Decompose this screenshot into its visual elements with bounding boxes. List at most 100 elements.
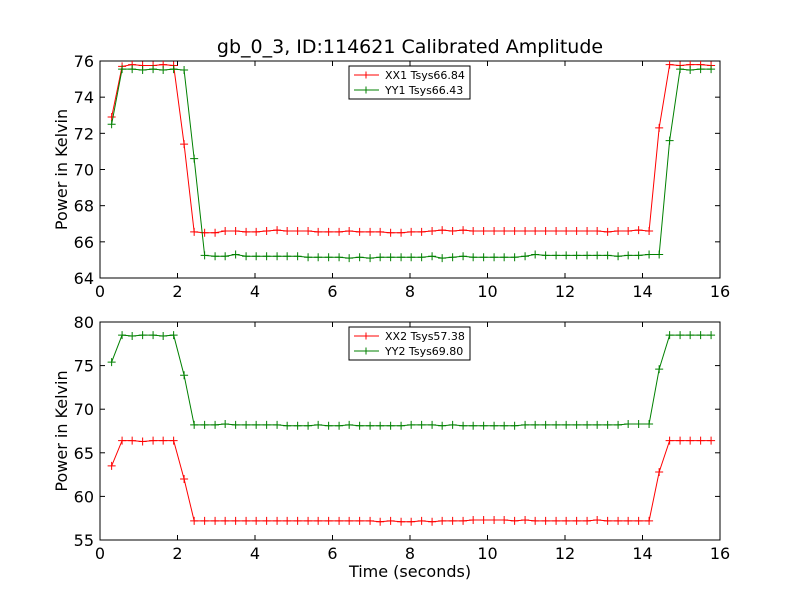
data-point-marker <box>521 226 530 235</box>
x-tick-label: 6 <box>327 544 337 563</box>
data-point-marker <box>562 251 571 260</box>
data-point-marker <box>510 253 519 262</box>
x-tick-label: 16 <box>710 282 730 301</box>
x-tick-label: 8 <box>405 544 415 563</box>
data-point-marker <box>624 251 633 260</box>
data-point-marker <box>262 420 271 429</box>
data-point-marker <box>490 253 499 262</box>
data-point-marker <box>407 227 416 236</box>
data-point-marker <box>645 516 654 525</box>
data-point-marker <box>552 516 561 525</box>
x-tick-label: 12 <box>555 282 575 301</box>
data-point-marker <box>603 420 612 429</box>
data-point-marker <box>583 251 592 260</box>
data-point-marker <box>603 227 612 236</box>
x-tick-label: 2 <box>172 544 182 563</box>
data-point-marker <box>149 331 158 340</box>
data-point-marker <box>169 331 178 340</box>
data-point-marker <box>479 253 488 262</box>
data-point-marker <box>459 516 468 525</box>
data-point-marker <box>448 253 457 262</box>
data-point-marker <box>438 226 447 235</box>
data-point-marker <box>562 226 571 235</box>
data-point-marker <box>407 517 416 526</box>
data-point-marker <box>138 437 147 446</box>
y-tick-label: 75 <box>74 357 94 376</box>
y-axis-label: Power in Kelvin <box>52 370 71 491</box>
data-point-marker <box>686 331 695 340</box>
legend-label: YY2 Tsys69.80 <box>384 345 463 358</box>
y-tick-label: 74 <box>74 88 94 107</box>
data-point-marker <box>459 226 468 235</box>
data-point-marker <box>242 227 251 236</box>
data-point-marker <box>107 120 116 129</box>
data-point-marker <box>521 252 530 261</box>
data-point-marker <box>397 228 406 237</box>
x-tick-label: 0 <box>95 544 105 563</box>
data-point-marker <box>376 227 385 236</box>
data-point-marker <box>231 250 240 259</box>
data-point-marker <box>386 516 395 525</box>
data-point-marker <box>180 371 189 380</box>
data-point-marker <box>624 516 633 525</box>
data-point-marker <box>355 421 364 430</box>
data-point-marker <box>479 226 488 235</box>
data-point-marker <box>624 226 633 235</box>
data-point-marker <box>572 226 581 235</box>
data-point-marker <box>200 420 209 429</box>
data-point-marker <box>242 516 251 525</box>
y-tick-label: 76 <box>74 52 94 71</box>
data-point-marker <box>510 516 519 525</box>
data-point-marker <box>190 420 199 429</box>
data-point-marker <box>107 358 116 367</box>
data-point-marker <box>314 420 323 429</box>
data-point-marker <box>696 331 705 340</box>
data-point-marker <box>417 516 426 525</box>
legend-marker <box>362 332 370 340</box>
data-point-marker <box>107 461 116 470</box>
data-point-marker <box>665 331 674 340</box>
data-point-marker <box>707 65 716 74</box>
data-point-marker <box>428 420 437 429</box>
data-point-marker <box>531 420 540 429</box>
data-point-marker <box>293 421 302 430</box>
legend-box <box>348 65 471 100</box>
data-point-marker <box>221 252 230 261</box>
data-point-marker <box>407 420 416 429</box>
data-point-marker <box>169 65 178 74</box>
data-point-marker <box>180 474 189 483</box>
legend-box <box>348 326 471 361</box>
data-point-marker <box>293 252 302 261</box>
data-point-marker <box>417 420 426 429</box>
data-point-marker <box>366 254 375 263</box>
data-point-marker <box>707 436 716 445</box>
x-tick-label: 0 <box>95 282 105 301</box>
data-point-marker <box>314 516 323 525</box>
data-point-marker <box>531 226 540 235</box>
data-point-marker <box>696 436 705 445</box>
data-point-marker <box>572 516 581 525</box>
data-point-marker <box>386 228 395 237</box>
data-point-marker <box>665 136 674 145</box>
data-point-marker <box>500 253 509 262</box>
data-point-marker <box>583 420 592 429</box>
y-tick-label: 72 <box>74 124 94 143</box>
data-point-marker <box>283 226 292 235</box>
data-point-marker <box>314 227 323 236</box>
data-point-marker <box>138 66 147 75</box>
data-point-marker <box>159 66 168 75</box>
data-point-marker <box>397 421 406 430</box>
data-point-marker <box>614 226 623 235</box>
data-point-marker <box>417 253 426 262</box>
data-point-marker <box>190 227 199 236</box>
data-point-marker <box>159 436 168 445</box>
data-point-marker <box>262 516 271 525</box>
chart-title: gb_0_3, ID:114621 Calibrated Amplitude <box>217 36 603 58</box>
data-point-marker <box>469 515 478 524</box>
data-point-marker <box>221 516 230 525</box>
legend-label: YY1 Tsys66.43 <box>384 84 463 97</box>
data-point-marker <box>541 226 550 235</box>
data-point-marker <box>552 420 561 429</box>
data-point-marker <box>273 420 282 429</box>
legend-marker <box>362 347 370 355</box>
